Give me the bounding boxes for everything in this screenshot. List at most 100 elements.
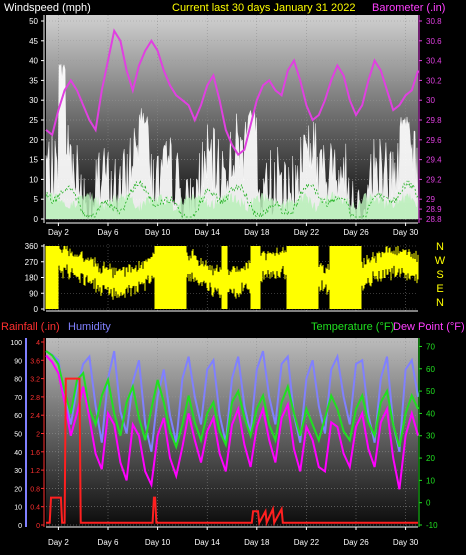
y-tick-label: 30	[426, 432, 435, 441]
y-tick-label: 100	[10, 340, 22, 347]
compass-label: S	[436, 269, 443, 281]
y-tick-label: 70	[14, 395, 22, 402]
wind-title: Windspeed (mph)	[4, 2, 91, 14]
y-tick-label: 90	[29, 289, 38, 298]
y-tick-label: 10	[29, 175, 38, 184]
y-tick-label: 15	[29, 156, 38, 165]
rainfall-series	[46, 377, 418, 527]
y-tick-label: 30	[29, 96, 38, 105]
x-tick-label: Day 26	[343, 538, 369, 547]
rainfall-title: Rainfall (.in)	[1, 321, 60, 333]
y-tick-label: 29.2	[426, 175, 442, 184]
climate-x-axis: Day 2 Day 6 Day 10 Day 14 Day 18 Day 22 Day 26…	[46, 526, 419, 547]
y-tick-label: 20	[426, 454, 435, 463]
y-tick-label: 50	[29, 17, 38, 26]
y-tick-label: 0	[34, 215, 39, 224]
wind-direction-series	[45, 246, 419, 309]
x-tick-label: Day 14	[195, 538, 221, 547]
y-tick-label: 29.4	[426, 156, 442, 165]
temperature-title: Temperature (°F)	[311, 321, 394, 333]
wind-x-axis: Day 2 Day 6 Day 10 Day 14 Day 18 Day 22 Day 26…	[46, 222, 419, 237]
wind-average-line	[45, 180, 419, 219]
y-tick-label: 30.6	[426, 37, 442, 46]
wind-y-axis: 0 5 10 15 20 25 30 35 40 45 50	[29, 15, 45, 224]
x-tick-label: Day 26	[343, 228, 369, 237]
y-tick-label: 40	[426, 409, 435, 418]
y-tick-label: 30	[14, 468, 22, 475]
dewpoint-title: Dew Point (°F)	[393, 321, 465, 333]
y-tick-label: 2.4	[30, 413, 40, 420]
rainfall-y-axis: 0 0.4 0.8 1.2 1.6 2 2.4 2.8 3.2 3.6 4	[30, 338, 45, 530]
temperature-line	[45, 350, 419, 451]
y-tick-label: 3.6	[30, 358, 40, 365]
y-tick-label: 0	[426, 499, 431, 508]
y-tick-label: 60	[426, 365, 435, 374]
compass-label: W	[435, 255, 446, 267]
y-tick-label: 30.2	[426, 76, 442, 85]
y-tick-label: 10	[426, 476, 435, 485]
x-tick-label: Day 18	[244, 538, 270, 547]
y-tick-label: 5	[34, 195, 39, 204]
wind-average-area	[46, 191, 418, 219]
barometer-y-axis: 28.828.929 29.2 29.4 29.6 29.8 30 30.2 30.4 30.6…	[418, 15, 442, 224]
barometer-title: Barometer (.in)	[372, 2, 445, 14]
y-tick-label: 0	[36, 523, 40, 530]
y-tick-label: 40	[29, 57, 38, 66]
climate-grid	[46, 338, 418, 527]
y-tick-label: 10	[14, 505, 22, 512]
y-tick-label: 28.9	[426, 205, 442, 214]
y-tick-label: 1.2	[30, 468, 40, 475]
temperature-y-axis: -10 0 10 20 30 40 50 60 70	[418, 338, 438, 530]
barometer-series	[45, 28, 419, 157]
y-tick-label: 360	[25, 242, 39, 251]
y-tick-label: 29	[426, 195, 435, 204]
center-title: Current last 30 days January 31 2022	[172, 2, 355, 14]
x-tick-label: Day 10	[145, 538, 171, 547]
y-tick-label: 30.8	[426, 17, 442, 26]
barometer-line	[45, 28, 419, 157]
y-tick-label: 180	[25, 274, 39, 283]
y-tick-label: 70	[426, 342, 435, 351]
x-tick-label: Day 18	[244, 228, 270, 237]
y-tick-label: 0.8	[30, 486, 40, 493]
x-tick-label: Day 22	[294, 228, 320, 237]
windspeed-area	[45, 63, 419, 220]
y-tick-label: 30.4	[426, 57, 442, 66]
rainfall-line	[46, 377, 418, 527]
compass-label: N	[436, 297, 444, 309]
direction-y-axis: 0 90 180 270 360	[25, 242, 418, 314]
humidity-y-axis: 0 10 20 30 40 50 60 70 80 90 100	[10, 338, 27, 530]
x-tick-label: Day 6	[98, 538, 119, 547]
x-tick-label: Day 2	[48, 228, 69, 237]
humidity-title: Humidity	[68, 321, 111, 333]
y-tick-label: 50	[426, 387, 435, 396]
x-tick-label: Day 30	[393, 538, 419, 547]
x-tick-label: Day 2	[48, 538, 69, 547]
y-tick-label: -10	[426, 521, 438, 530]
y-tick-label: 1.6	[30, 450, 40, 457]
x-tick-label: Day 6	[98, 228, 119, 237]
x-tick-label: Day 10	[145, 228, 171, 237]
y-tick-label: 45	[29, 37, 38, 46]
x-tick-label: Day 22	[294, 538, 320, 547]
y-tick-label: 29.6	[426, 136, 442, 145]
temperature-series	[45, 350, 419, 451]
y-tick-label: 0	[18, 523, 22, 530]
y-tick-label: 20	[29, 136, 38, 145]
y-tick-label: 60	[14, 413, 22, 420]
y-tick-label: 0.4	[30, 505, 40, 512]
windspeed-series	[45, 63, 419, 220]
x-tick-label: Day 30	[393, 228, 419, 237]
y-tick-label: 28.8	[426, 215, 442, 224]
y-tick-label: 2.8	[30, 395, 40, 402]
dewpoint-line	[45, 354, 419, 490]
dewpoint-series	[45, 354, 419, 490]
compass-label: E	[436, 283, 443, 295]
y-tick-label: 35	[29, 76, 38, 85]
y-tick-label: 2	[36, 432, 40, 439]
x-tick-label: Day 14	[195, 228, 221, 237]
y-tick-label: 270	[25, 258, 39, 267]
y-tick-label: 25	[29, 116, 38, 125]
